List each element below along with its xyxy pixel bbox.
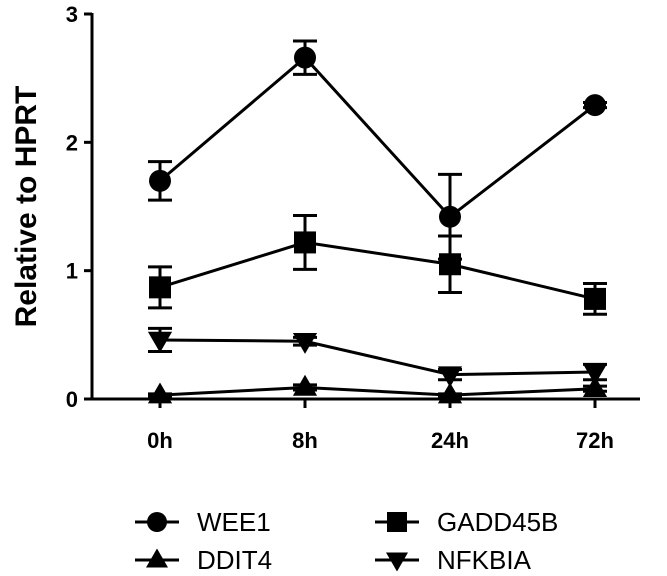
- series-line: [159, 385, 596, 397]
- legend-marker: [147, 512, 167, 532]
- data-point: [582, 363, 608, 385]
- series-gadd45b: [148, 213, 607, 316]
- data-point: [582, 376, 608, 397]
- legend-label: WEE1: [197, 507, 271, 537]
- data-point: [147, 331, 173, 353]
- data-point: [294, 46, 316, 69]
- legend-marker: [387, 512, 407, 532]
- legend-label: DDIT4: [197, 545, 272, 575]
- y-axis-title: Relative to HPRT: [10, 86, 43, 328]
- plot-area: [147, 39, 608, 404]
- series-nfkbia: [147, 326, 608, 388]
- legend: WEE1 GADD45B DDIT4 NFKBIA: [135, 507, 558, 575]
- x-tick-label: 8h: [292, 428, 318, 453]
- series-wee1: [148, 39, 607, 261]
- x-ticks: 0h 8h 24h 72h: [147, 399, 614, 453]
- data-point: [294, 231, 316, 254]
- data-point: [149, 169, 171, 192]
- y-tick-label: 2: [66, 130, 78, 155]
- y-tick-label: 0: [66, 387, 78, 412]
- series-line: [159, 338, 596, 377]
- data-point: [437, 382, 463, 404]
- legend-item-ddit4: DDIT4: [135, 545, 272, 575]
- data-point: [584, 94, 606, 117]
- y-tick-label: 3: [66, 2, 78, 27]
- series-line: [159, 240, 596, 301]
- axes: [90, 13, 640, 401]
- data-point: [292, 374, 318, 396]
- legend-marker: [146, 548, 168, 568]
- data-point: [147, 382, 173, 404]
- series-line: [159, 55, 596, 219]
- data-point: [439, 253, 461, 276]
- data-point: [439, 205, 461, 228]
- x-tick-label: 72h: [576, 428, 614, 453]
- legend-label: NFKBIA: [437, 545, 532, 575]
- legend-item-wee1: WEE1: [135, 507, 271, 537]
- x-tick-label: 24h: [431, 428, 469, 453]
- y-tick-label: 1: [66, 259, 78, 284]
- legend-label: GADD45B: [437, 507, 558, 537]
- data-point: [584, 287, 606, 310]
- legend-item-gadd45b: GADD45B: [375, 507, 558, 537]
- data-point: [437, 366, 463, 388]
- legend-marker: [386, 552, 408, 572]
- data-point: [292, 333, 318, 354]
- data-point: [149, 276, 171, 299]
- y-ticks: 0 1 2 3: [66, 2, 92, 412]
- series-ddit4: [147, 374, 608, 404]
- legend-item-nfkbia: NFKBIA: [375, 545, 532, 575]
- x-tick-label: 0h: [147, 428, 173, 453]
